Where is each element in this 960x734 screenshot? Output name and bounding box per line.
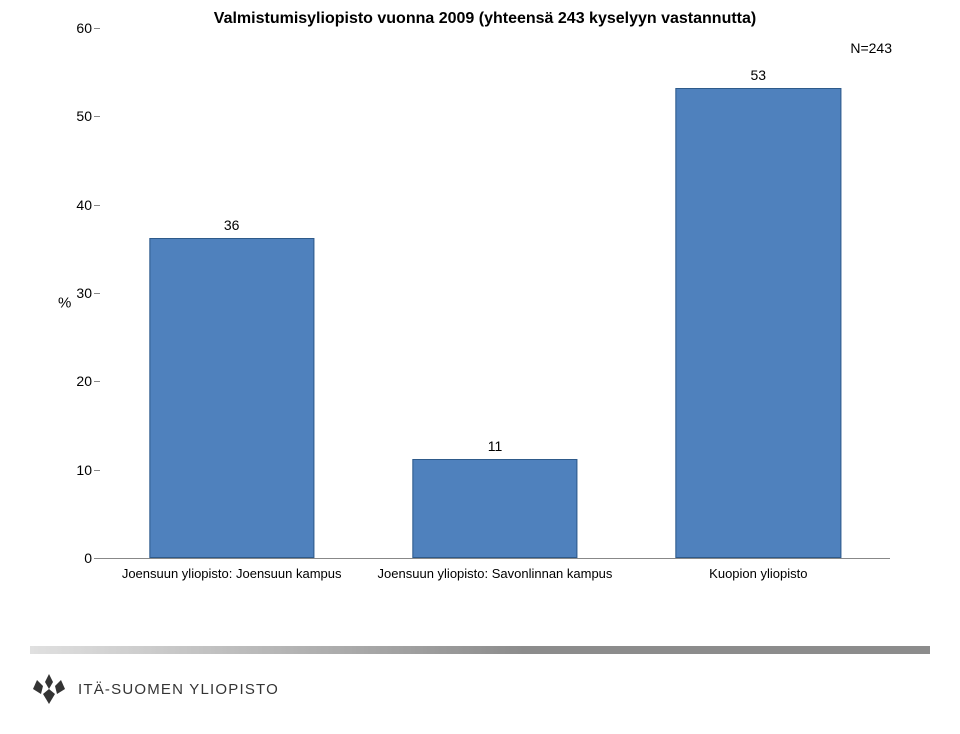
- y-tick: 50: [62, 108, 92, 124]
- chart-title: Valmistumisyliopisto vuonna 2009 (yhteen…: [60, 10, 910, 28]
- chart-area: Valmistumisyliopisto vuonna 2009 (yhteen…: [60, 18, 910, 588]
- x-category-label: Joensuun yliopisto: Joensuun kampus: [100, 566, 363, 581]
- bar: 53: [676, 88, 841, 558]
- bar-value-label: 53: [751, 67, 767, 83]
- x-category-label: Joensuun yliopisto: Savonlinnan kampus: [363, 566, 626, 581]
- footer: ITÄ-SUOMEN YLIOPISTO: [30, 672, 930, 706]
- y-tick: 20: [62, 373, 92, 389]
- bar-slot: 53Kuopion yliopisto: [627, 28, 890, 558]
- y-tick: 40: [62, 197, 92, 213]
- divider-gradient: [30, 646, 930, 654]
- bar-value-label: 36: [224, 217, 240, 233]
- bar-slot: 11Joensuun yliopisto: Savonlinnan kampus: [363, 28, 626, 558]
- bar-value-label: 11: [488, 438, 503, 454]
- y-tick: 30: [62, 285, 92, 301]
- y-tick: 60: [62, 20, 92, 36]
- plot-region: 605040302010036Joensuun yliopisto: Joens…: [100, 28, 890, 559]
- y-tick: 10: [62, 462, 92, 478]
- logo-icon: [30, 672, 68, 706]
- y-tick: 0: [62, 550, 92, 566]
- bar: 11: [412, 459, 577, 558]
- x-category-label: Kuopion yliopisto: [627, 566, 890, 581]
- logo-text: ITÄ-SUOMEN YLIOPISTO: [78, 681, 279, 698]
- bar: 36: [149, 238, 314, 558]
- logo: ITÄ-SUOMEN YLIOPISTO: [30, 672, 930, 706]
- bar-slot: 36Joensuun yliopisto: Joensuun kampus: [100, 28, 363, 558]
